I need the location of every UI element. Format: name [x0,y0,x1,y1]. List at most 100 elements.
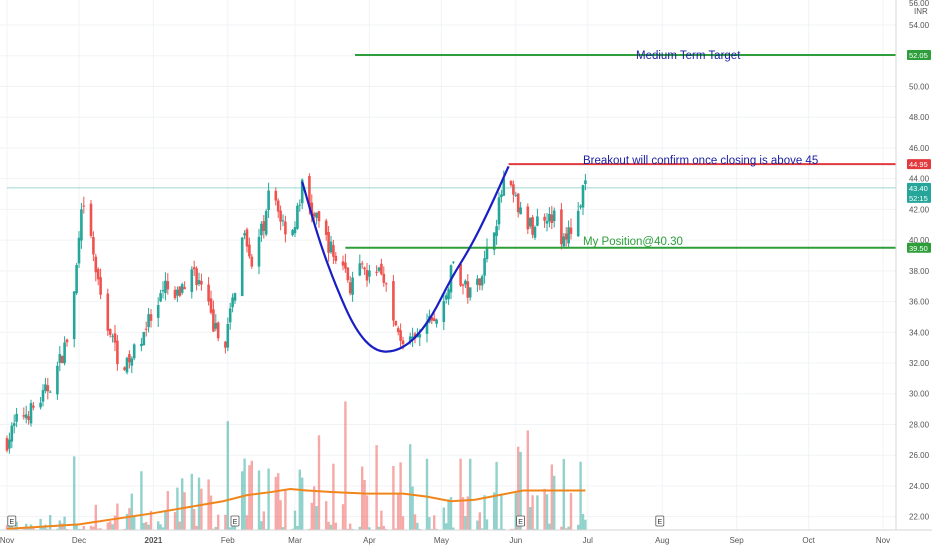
candle-body [183,287,186,290]
candle-body [173,289,177,299]
volume-bar [301,477,304,530]
y-tick-label: 24.00 [909,482,930,491]
volume-bar [63,516,66,530]
candle-body [485,246,489,260]
horizontal-levels[interactable] [7,54,896,249]
volume-bar [466,496,469,530]
time-axis-background[interactable] [0,530,896,550]
volume-bar [5,525,9,530]
candle-body [190,269,194,292]
price-axis-background[interactable] [896,0,932,530]
cup-curve-line [301,165,510,353]
price-tag-value: 52.05 [909,51,928,60]
volume-bar [483,495,486,530]
volume-bar [425,458,429,530]
candle-body [317,211,321,222]
y-tick-label: 46.00 [909,144,930,153]
candle-body [358,263,362,276]
volume-bar [313,486,316,530]
candle-body [257,236,261,267]
annotation-medium-term-target[interactable]: Medium Term Target [636,50,741,62]
x-tick-label: Nov [876,536,890,545]
candle-body [483,258,486,276]
price-tag-countdown: 52:15 [909,194,928,203]
candle-body [531,217,534,235]
candle-body [264,211,268,235]
candle-body [365,270,369,281]
earnings-marker-label: E [657,519,662,526]
candle-body [560,209,563,245]
candle-body [497,197,501,225]
candle-body [392,281,395,321]
earnings-marker-box [655,515,665,527]
x-tick-label: Sep [729,536,744,545]
annotation-breakout-note[interactable]: Breakout will confirm once closing is ab… [583,155,818,167]
volume-bar [361,466,364,530]
earnings-marker-box [7,515,17,527]
volume-bar [111,524,114,530]
volume-bar [442,507,445,530]
earnings-marker-box [230,515,240,527]
volume-bar [545,494,549,530]
volume-bar [279,500,282,530]
candle-body [228,308,232,323]
volume-bar [327,521,330,530]
volume-bars [5,401,587,530]
x-tick-label: Feb [221,536,235,545]
candle-body [39,402,42,408]
candle-body [132,344,136,359]
candle-body [310,202,314,216]
candle-body [233,293,237,301]
volume-bar [358,526,361,530]
volume-bar [416,522,419,530]
candle-body [375,271,378,273]
volume-bar [476,520,479,530]
candle-body [161,290,165,292]
candle-body [8,439,11,449]
annotation-my-position[interactable]: My Position@40.30 [583,236,683,248]
candle-body [180,284,184,293]
candle-body [60,356,64,364]
volume-bar [97,528,100,530]
candle-body [399,330,402,341]
volume-bar [200,488,203,530]
volume-bar [553,475,556,530]
candle-body [149,314,153,321]
candle-body [130,358,134,366]
candle-body [284,221,287,235]
candle-body [72,291,76,340]
volume-bar [500,495,503,530]
y-tick-label: 44.00 [909,175,930,184]
candle-body [569,227,573,234]
candle-body [584,180,587,185]
volume-bar [260,521,263,530]
volume-bar [293,510,297,530]
volume-bar [517,446,520,530]
candle-body [89,203,93,236]
candle-body [298,204,302,206]
candle-body [293,227,297,234]
candle-body [248,244,251,257]
y-tick-label: 32.00 [909,359,930,368]
volume-bar [243,458,246,530]
volume-bar [193,508,196,530]
time-axis[interactable]: Nov Dec 2021 Feb Mar Apr May Jun Jul Aug Sep Oct Nov [0,536,890,545]
x-tick-label: Oct [802,536,815,545]
candle-body [341,261,345,266]
candle-body [216,322,220,339]
price-tag-box [907,242,931,253]
volume-bar [509,528,513,530]
candle-body [519,207,522,215]
volume-bar [248,465,251,530]
candle-body [200,280,203,285]
cup-pattern-curve[interactable] [301,165,510,353]
volume-bar [332,463,335,530]
volume-bar [459,458,462,530]
volume-bar [317,435,321,530]
candle-body [108,328,112,335]
volume-bar [80,528,83,530]
candle-body [432,318,436,322]
volume-bar [430,528,433,530]
